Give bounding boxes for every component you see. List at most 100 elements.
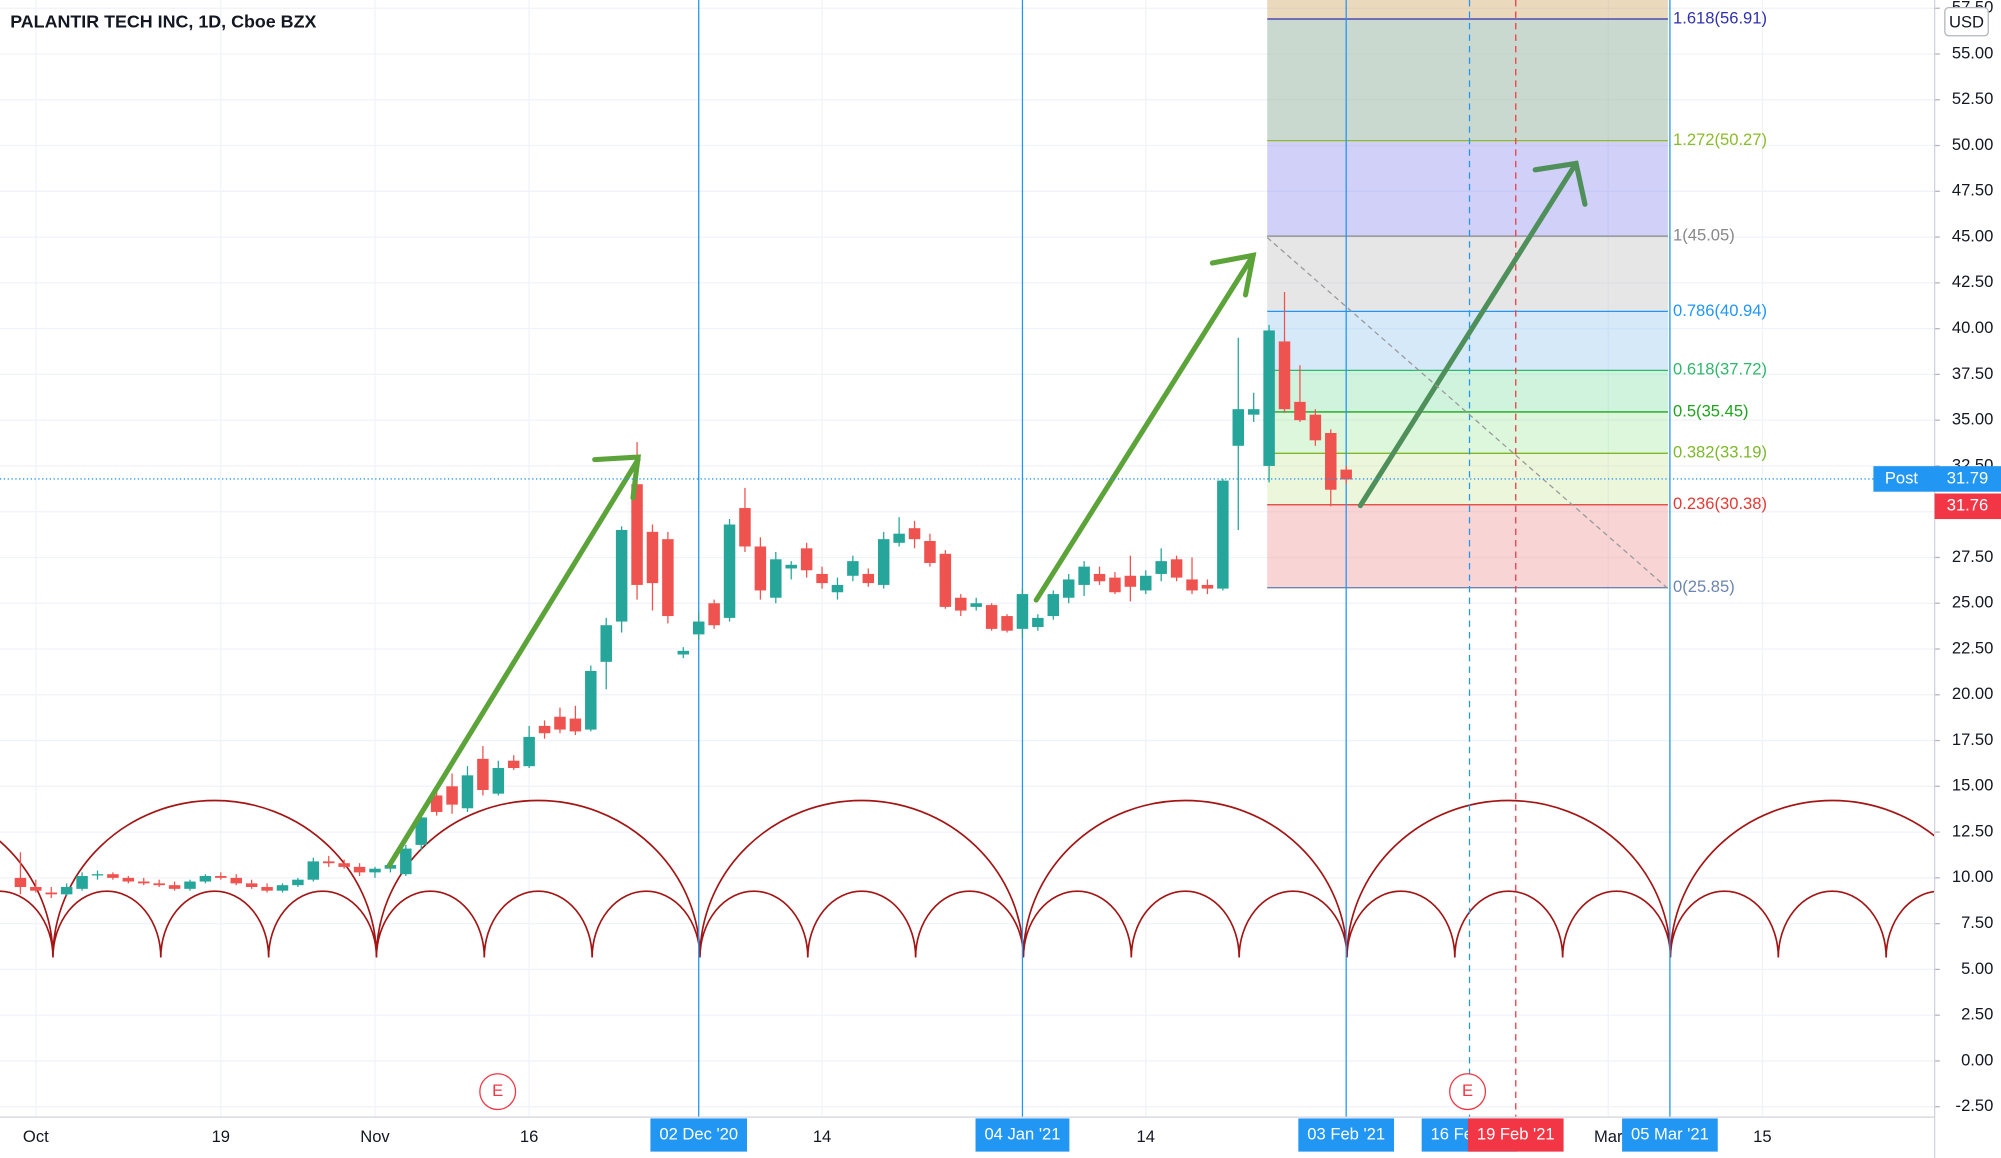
body: [45, 892, 57, 895]
body: [1124, 575, 1137, 587]
post-price: 31.79: [1947, 468, 1988, 487]
y-tick-label: 2.50: [1961, 1005, 1993, 1024]
fib-band: [1267, 311, 1668, 371]
fib-label: 0.786(40.94): [1673, 301, 1767, 320]
body: [1093, 573, 1106, 582]
body: [1186, 579, 1198, 591]
body: [585, 670, 597, 730]
x-tick-label: 19 Feb '21: [1477, 1124, 1555, 1143]
fib-label: 0.618(37.72): [1673, 360, 1767, 379]
body: [554, 716, 566, 730]
body: [1263, 330, 1275, 466]
y-tick-label: 5.00: [1961, 959, 1993, 978]
body: [138, 881, 150, 884]
body: [446, 786, 458, 805]
body: [107, 874, 119, 878]
trend-arrows: [386, 160, 1588, 869]
body: [322, 861, 335, 864]
fib-band: [1267, 236, 1668, 312]
body: [970, 603, 982, 607]
body: [877, 539, 890, 585]
event-label: E: [492, 1081, 503, 1100]
x-tick-label: 03 Feb '21: [1307, 1124, 1385, 1143]
y-tick-label: 10.00: [1952, 867, 1993, 886]
body: [1078, 566, 1090, 585]
arrow: [1033, 252, 1256, 603]
event-marker[interactable]: [1449, 1073, 1487, 1111]
arrow-head: [1532, 160, 1588, 207]
y-tick-label: 17.50: [1952, 730, 1993, 749]
fib-label: 0(25.85): [1673, 577, 1735, 596]
fib-label: 0.5(35.45): [1673, 401, 1749, 420]
fib-label: 0.236(30.38): [1673, 494, 1767, 513]
body: [1109, 577, 1121, 593]
body: [754, 546, 767, 591]
body: [708, 603, 720, 626]
body: [14, 877, 27, 888]
currency-box[interactable]: [1944, 7, 1989, 37]
body: [230, 877, 242, 884]
fib-band: [1267, 140, 1668, 237]
body: [893, 533, 905, 543]
y-tick-label: 52.50: [1952, 89, 1993, 108]
arc: [0, 799, 1935, 958]
body: [30, 887, 42, 891]
body: [785, 564, 797, 569]
body: [646, 531, 659, 584]
body: [1155, 561, 1167, 574]
y-tick-label: 35.00: [1952, 410, 1993, 429]
body: [600, 625, 612, 662]
y-tick-label: 37.50: [1952, 364, 1993, 383]
fib-band: [1267, 370, 1668, 412]
body: [1217, 480, 1229, 589]
body: [91, 874, 104, 876]
fib-label: 1.618(56.91): [1673, 8, 1767, 27]
body: [847, 561, 859, 576]
x-tick-label: 15: [1753, 1127, 1771, 1146]
arrow-head: [1209, 252, 1257, 298]
arrow: [386, 457, 641, 869]
fib-label: 1(45.05): [1673, 226, 1735, 245]
body: [245, 883, 258, 888]
body: [1309, 414, 1322, 441]
body: [76, 876, 88, 889]
body: [1201, 584, 1214, 589]
arrow: [1357, 160, 1579, 509]
chart-title: PALANTIR TECH INC, 1D, Cboe BZX: [10, 12, 316, 32]
y-tick-label: 12.50: [1952, 821, 1993, 840]
currency: USD: [1949, 12, 1984, 31]
fib-band: [1267, 19, 1668, 141]
x-tick-label: 05 Mar '21: [1631, 1124, 1709, 1143]
body: [338, 863, 350, 867]
body: [1340, 469, 1352, 480]
body: [739, 508, 751, 547]
post-box: [1873, 466, 2001, 492]
event-marker[interactable]: [479, 1073, 517, 1111]
body: [723, 524, 736, 618]
body: [831, 584, 844, 593]
y-tick-label: 22.50: [1952, 638, 1993, 657]
body: [615, 530, 628, 622]
body: [908, 528, 921, 540]
body: [1016, 594, 1029, 629]
x-label-box: [1467, 1118, 1564, 1152]
x-label-box: [1622, 1118, 1718, 1152]
body: [1032, 617, 1044, 628]
body: [1278, 341, 1291, 410]
body: [692, 621, 705, 635]
y-tick-label: 50.00: [1952, 135, 1993, 154]
y-tick-label: 47.50: [1952, 181, 1993, 200]
body: [400, 848, 412, 875]
y-tick-label: 7.50: [1961, 913, 1993, 932]
body: [1001, 616, 1013, 631]
body: [955, 597, 967, 611]
body: [662, 539, 674, 617]
body: [184, 881, 196, 889]
body: [1062, 579, 1075, 598]
body: [816, 573, 828, 584]
body: [307, 861, 320, 880]
y-tick-label: 0.00: [1961, 1050, 1993, 1069]
body: [523, 736, 535, 767]
